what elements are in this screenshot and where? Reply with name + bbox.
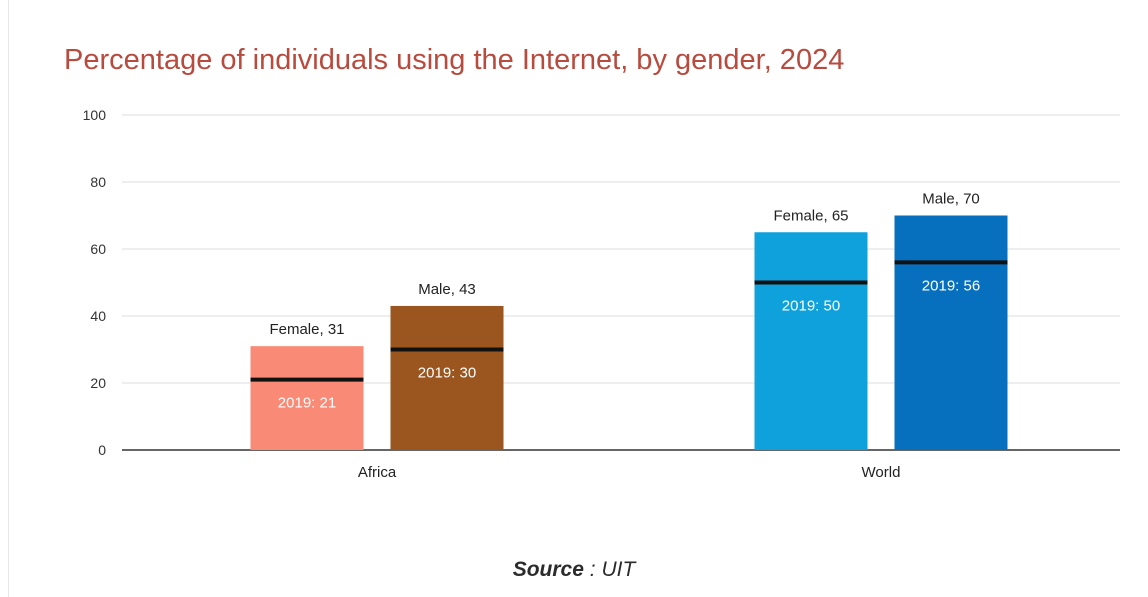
- left-border: [8, 0, 9, 597]
- bar-value-label: Female, 31: [269, 321, 344, 338]
- baseline-label: 2019: 50: [782, 298, 840, 315]
- bar-female-africa: [250, 346, 364, 450]
- y-tick-label: 20: [90, 375, 106, 391]
- bar-value-label: Female, 65: [773, 207, 848, 224]
- baseline-label: 2019: 21: [278, 395, 336, 412]
- y-tick-label: 40: [90, 308, 106, 324]
- bar-value-label: Male, 43: [418, 281, 476, 298]
- bar-male-africa: [390, 305, 504, 450]
- category-label: World: [862, 464, 901, 481]
- source-key: Source: [512, 558, 584, 581]
- source-separator: :: [583, 558, 602, 581]
- y-tick-label: 100: [83, 107, 107, 123]
- y-tick-label: 80: [90, 174, 106, 190]
- y-tick-label: 60: [90, 241, 106, 257]
- bar-female-world: [754, 232, 868, 450]
- chart-title: Percentage of individuals using the Inte…: [64, 44, 845, 76]
- bar-value-label: Male, 70: [922, 191, 980, 208]
- baseline-label: 2019: 30: [418, 365, 476, 382]
- source-value: UIT: [601, 558, 636, 581]
- category-label: Africa: [358, 464, 397, 481]
- bar-male-world: [894, 215, 1008, 450]
- y-tick-label: 0: [98, 442, 106, 458]
- baseline-label: 2019: 56: [922, 277, 980, 294]
- source-note: Source : UIT: [0, 558, 1148, 582]
